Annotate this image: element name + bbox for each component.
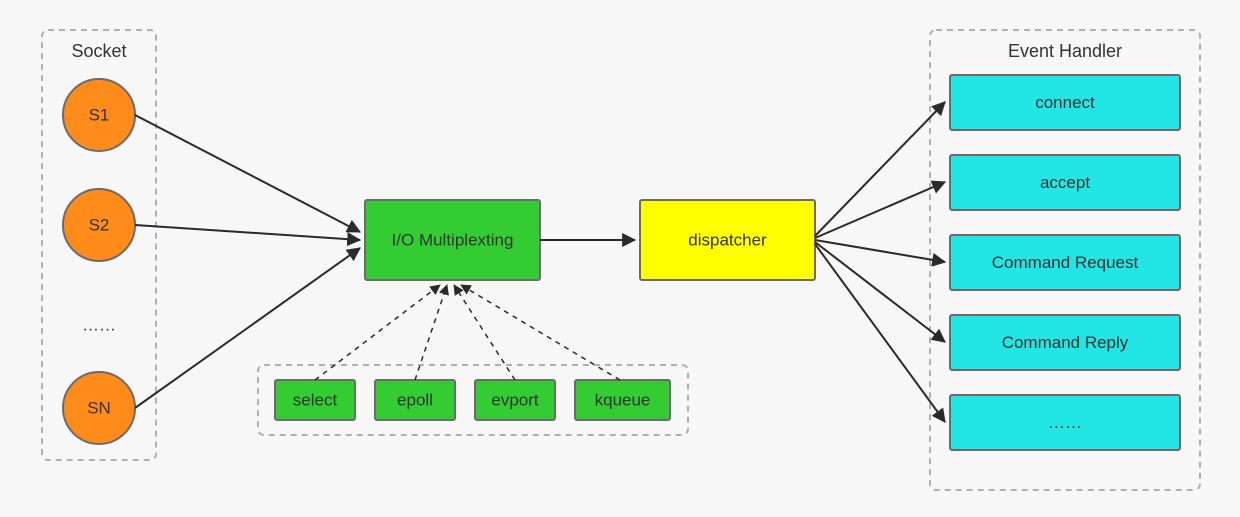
- socket-s2-label: S2: [89, 215, 110, 234]
- impl-kqueue-label: kqueue: [595, 390, 651, 409]
- arrow-solid-8: [815, 244, 945, 422]
- arrow-solid-1: [135, 225, 360, 240]
- arrow-solid-5: [815, 182, 945, 238]
- handler-accept-label: accept: [1040, 173, 1090, 192]
- handler-crep-label: Command Reply: [1002, 333, 1129, 352]
- arrow-solid-6: [815, 240, 945, 262]
- arrow-solid-0: [135, 115, 360, 232]
- sockets-group-title: Socket: [71, 41, 126, 61]
- arrow-solid-7: [815, 242, 945, 342]
- impl-evport-label: evport: [491, 390, 539, 409]
- socket-sd-label: ……: [82, 315, 116, 334]
- handler-connect-label: connect: [1035, 93, 1095, 112]
- handler-creq-label: Command Request: [992, 253, 1139, 272]
- handler-hmore-label: ……: [1048, 413, 1082, 432]
- impl-select-label: select: [293, 390, 338, 409]
- mux-node-label: I/O Multiplexting: [392, 230, 514, 249]
- impl-epoll-label: epoll: [397, 390, 433, 409]
- socket-s1-label: S1: [89, 105, 110, 124]
- socket-sn-label: SN: [87, 398, 111, 417]
- handlers-group-title: Event Handler: [1008, 41, 1122, 61]
- arrow-solid-4: [815, 102, 945, 236]
- dispatcher-node-label: dispatcher: [688, 230, 767, 249]
